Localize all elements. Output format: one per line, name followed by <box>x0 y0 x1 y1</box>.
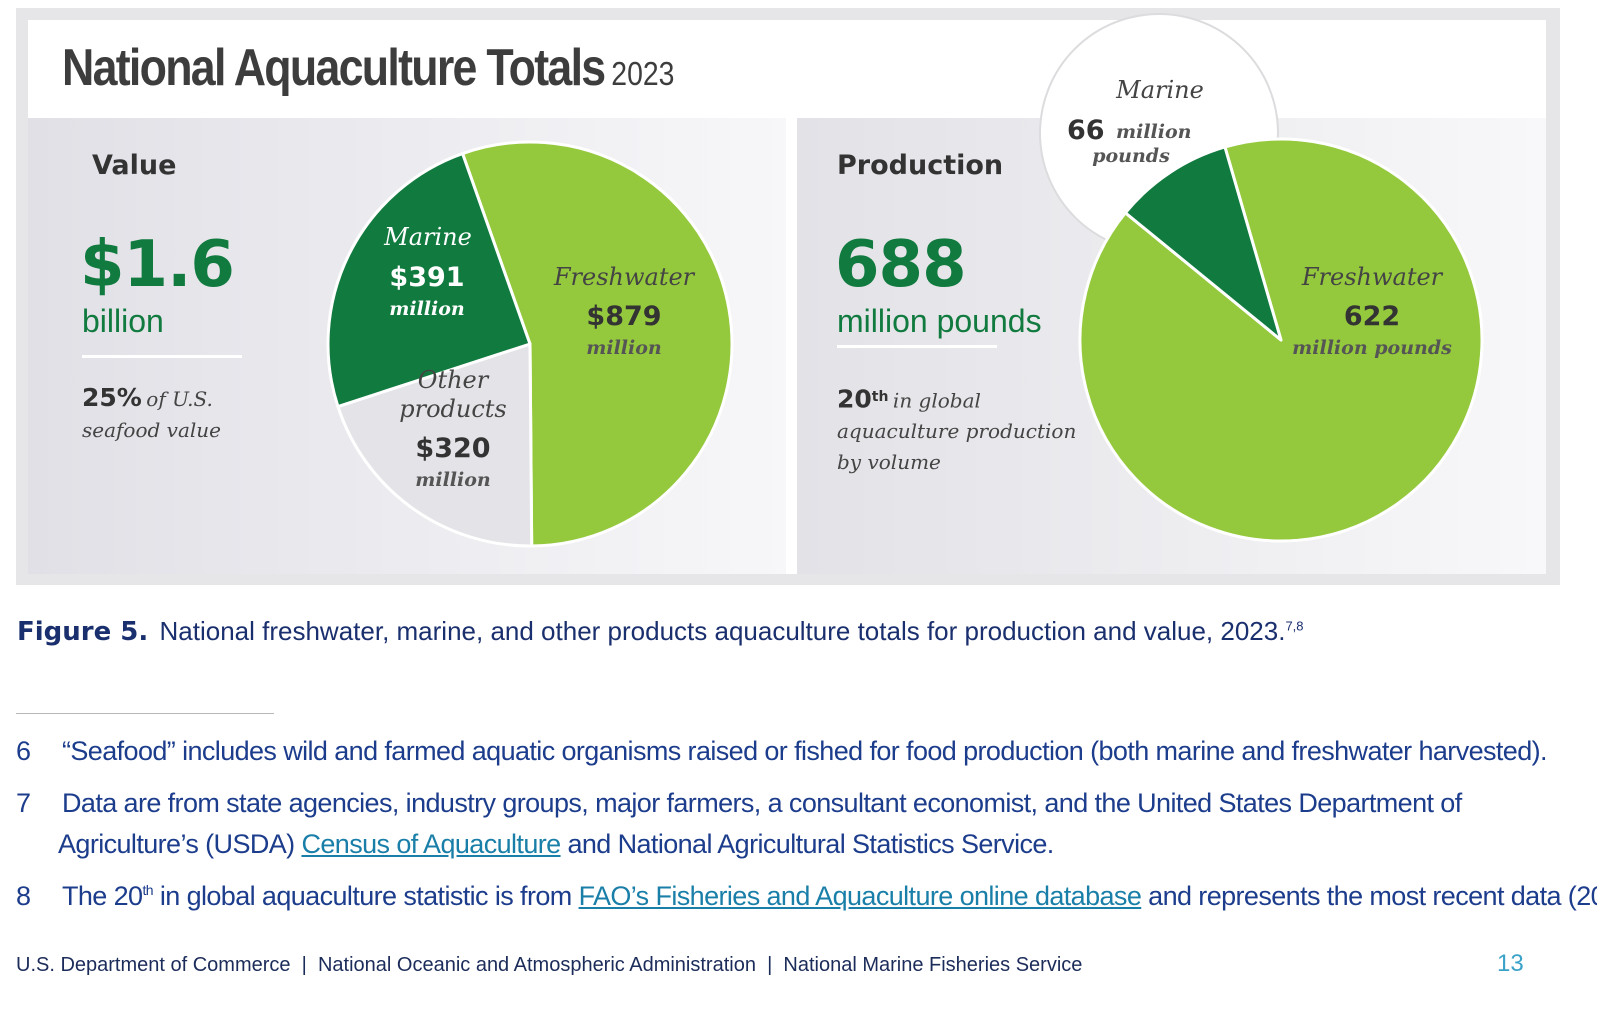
production-total-unit: million pounds <box>837 303 1042 339</box>
value-divider <box>82 355 242 358</box>
value-pie-other-products-slice <box>336 342 534 548</box>
production-marine-unit-2: pounds <box>1092 145 1170 167</box>
figure-caption-refs: 7,8 <box>1285 618 1304 634</box>
footer-agencies: U.S. Department of Commerce | National O… <box>16 954 1083 976</box>
production-marine-value: 66 <box>1067 115 1105 146</box>
value-pie <box>326 140 734 548</box>
value-total-unit: billion <box>82 303 164 339</box>
value-marine-value: $391 <box>389 262 464 293</box>
footnote-8-mid: in global aquaculture statistic is from <box>152 881 579 911</box>
value-freshwater-unit: million <box>586 337 661 359</box>
footnote-7-line2-post: and National Agricultural Statistics Ser… <box>560 829 1054 859</box>
footnote-6-number: 6 <box>16 736 31 766</box>
value-stat-line2: seafood value <box>82 418 222 442</box>
value-stat-line1: of U.S. <box>146 387 213 411</box>
census-of-aquaculture-link[interactable]: Census of Aquaculture <box>301 829 561 859</box>
value-freshwater-label: Freshwater <box>553 263 696 291</box>
value-stat-percent: 25% <box>82 383 142 412</box>
figure-caption: Figure 5. National freshwater, marine, a… <box>17 616 1304 647</box>
production-stat: 20th in global aquaculture production by… <box>837 383 1076 479</box>
footnote-7-line2: Agriculture’s (USDA) Census of Aquacultu… <box>58 829 1054 860</box>
footnote-8-pre: The 20 <box>62 881 143 911</box>
value-total: $1.6 <box>80 228 235 302</box>
page-number: 13 <box>1497 950 1524 977</box>
value-heading: Value <box>92 150 177 181</box>
value-other-value: $320 <box>415 433 490 464</box>
production-freshwater-value: 622 <box>1344 301 1400 332</box>
footnote-7-line2-pre: Agriculture’s (USDA) <box>58 829 302 859</box>
production-pie-marine-slice <box>1123 145 1283 342</box>
production-freshwater-label: Freshwater <box>1301 263 1444 291</box>
production-marine-unit-1: million <box>1116 121 1191 143</box>
production-stat-line2: aquaculture production <box>837 419 1077 444</box>
value-freshwater-value: $879 <box>586 301 661 332</box>
production-stat-rank: 20 <box>837 384 872 414</box>
production-stat-line1: in global <box>892 388 981 413</box>
production-divider <box>837 345 997 348</box>
value-pie-marine-slice <box>326 152 532 409</box>
footnote-7-line1: Data are from state agencies, industry g… <box>62 788 1462 818</box>
value-marine-unit: million <box>389 298 464 320</box>
production-freshwater-unit: million pounds <box>1292 337 1452 359</box>
footnote-8-text: The 20th in global aquaculture statistic… <box>62 881 1597 912</box>
value-marine-label: Marine <box>383 223 472 251</box>
production-stat-line3: by volume <box>837 450 941 475</box>
title-year: 2023 <box>611 55 675 92</box>
footnote-7-number: 7 <box>16 788 31 818</box>
footnote-8-number: 8 <box>16 881 31 911</box>
figure-caption-text: National freshwater, marine, and other p… <box>159 616 1286 646</box>
production-pie <box>1078 137 1484 543</box>
production-heading: Production <box>837 150 1004 181</box>
fao-database-link[interactable]: FAO’s Fisheries and Aquaculture online d… <box>578 881 1142 911</box>
figure-label: Figure 5. <box>17 617 149 647</box>
pie-charts: Marine $391 million Freshwater $879 mill… <box>326 13 1484 548</box>
value-other-label-2: products <box>399 395 507 423</box>
production-total: 688 <box>835 228 967 302</box>
infographic-title: National Aquaculture Totals 2023 <box>62 38 674 98</box>
production-marine-label: Marine <box>1115 76 1204 104</box>
production-stat-rank-suffix: th <box>871 389 889 405</box>
value-pie-freshwater-slice <box>461 140 734 548</box>
footnote-8-post: and represents the most recent data (202… <box>1148 881 1597 911</box>
value-stat: 25% of U.S. seafood value <box>82 383 221 447</box>
value-other-unit: million <box>415 469 490 491</box>
title-text: National Aquaculture Totals <box>62 39 606 97</box>
footnote-6-text: “Seafood” includes wild and farmed aquat… <box>62 736 1548 766</box>
footnote-divider <box>16 713 274 714</box>
footnote-8-sup: th <box>142 882 153 898</box>
value-other-label-1: Other <box>418 366 490 394</box>
